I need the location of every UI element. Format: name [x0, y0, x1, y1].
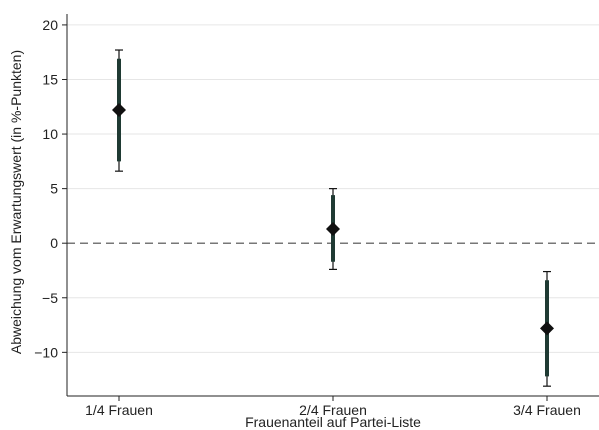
point-estimate-marker: [326, 222, 340, 237]
y-axis-title: Abweichung vom Erwartungswert (in %-Punk…: [8, 50, 24, 354]
estimate-group: [326, 188, 340, 270]
estimate-group: [112, 49, 126, 172]
x-axis-title: Frauenanteil auf Partei-Liste: [245, 414, 421, 430]
y-tick-label: 10: [42, 126, 58, 142]
x-axis: 1/4 Frauen 2/4 Frauen 3/4 Frauen: [67, 395, 599, 418]
y-axis: −10 −5 0 5 10 15 20: [34, 14, 68, 396]
estimate-group: [540, 270, 554, 387]
x-tick-label: 3/4 Frauen: [513, 402, 581, 418]
y-tick-label: 15: [42, 71, 58, 87]
y-tick-label: −5: [42, 290, 58, 306]
y-tick-label: 20: [42, 17, 58, 33]
error-bars: [112, 49, 554, 387]
x-tick-label: 2/4 Frauen: [299, 402, 367, 418]
point-estimate-marker: [112, 103, 126, 118]
y-tick-label: 0: [50, 235, 58, 251]
point-estimate-marker: [540, 321, 554, 336]
y-tick-label: 5: [50, 181, 58, 197]
y-tick-label: −10: [34, 344, 58, 360]
x-tick-label: 1/4 Frauen: [85, 402, 153, 418]
